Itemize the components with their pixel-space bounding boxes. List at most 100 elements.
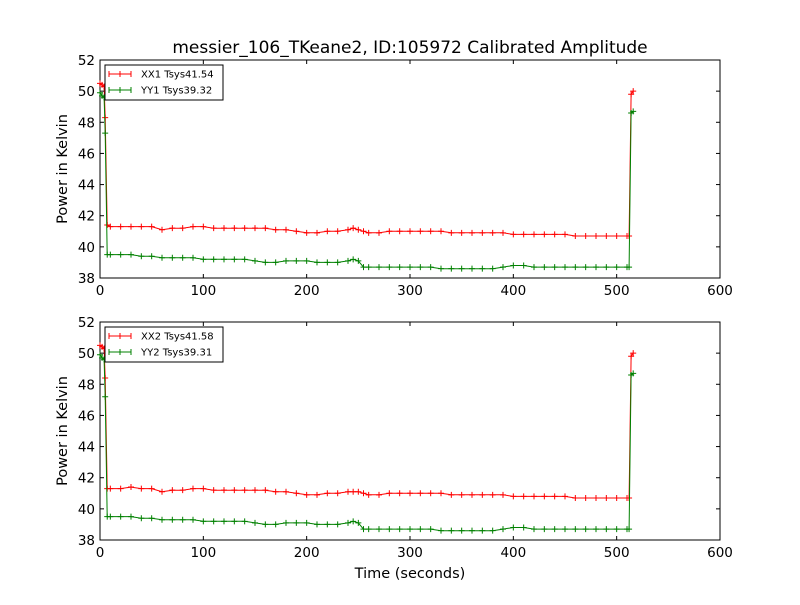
top-plot-series-2-point [520, 262, 527, 269]
top-plot-series-2-point [283, 257, 289, 264]
top-plot-series-1-point [448, 229, 455, 236]
top-plot-series-2-point [210, 256, 217, 263]
top-plot-series-2-point [396, 264, 403, 271]
bottom-plot-series-1-point [531, 493, 537, 500]
top-plot-series-1-point [190, 223, 196, 230]
top-plot-series-2-point [200, 256, 207, 263]
bottom-plot-legend-marker-1 [108, 333, 132, 339]
bottom-plot-series-2-point [350, 518, 357, 525]
top-plot-x-tick-label: 600 [707, 283, 733, 299]
bottom-plot-series-2-point [593, 526, 599, 533]
top-plot-series-2-point [365, 264, 372, 271]
top-plot-series-1-point [489, 229, 496, 236]
bottom-plot-series-1-point [479, 491, 486, 498]
top-plot-series-1-point [179, 225, 186, 232]
top-plot-series-2-point [128, 251, 134, 258]
top-plot-series-1-point [376, 229, 382, 236]
bottom-plot-series-2-point [572, 526, 579, 533]
bottom-plot-x-tick-label: 0 [96, 545, 105, 561]
top-plot-series-2-point [448, 265, 455, 272]
top-plot-series-2-point [334, 259, 341, 266]
bottom-plot-series-1-point [386, 490, 393, 497]
bottom-plot-series-2-point [541, 526, 548, 533]
top-plot-series-1-point [407, 228, 413, 235]
bottom-plot-legend-marker-2 [108, 349, 132, 355]
top-plot-series-1-point [613, 232, 620, 239]
top-plot-series-2-point [179, 254, 186, 261]
bottom-plot-legend-label-1: XX2 Tsys41.58 [141, 332, 214, 343]
top-plot-series-2-point [593, 264, 599, 271]
bottom-plot-legend: XX2 Tsys41.58 YY2 Tsys39.31 [104, 326, 224, 363]
bottom-plot-series-2-point [386, 526, 393, 533]
top-plot-series-2-point [314, 259, 320, 266]
top-plot-series-1-point [500, 229, 506, 236]
bottom-plot-series-2-point [210, 518, 217, 525]
bottom-plot-y-tick-label: 50 [78, 346, 95, 362]
top-plot-series-2-point [551, 264, 558, 271]
bottom-plot-series-2-point [179, 516, 186, 523]
top-plot-series-2-point [148, 253, 155, 260]
bottom-plot-series-1-point [376, 491, 382, 498]
bottom-plot-series-1-point [334, 490, 341, 497]
top-plot-series-1-point [210, 225, 217, 232]
bottom-plot-series-1-point [241, 487, 248, 494]
bottom-plot-series-1-point [262, 487, 269, 494]
top-plot-series-1-point [562, 231, 568, 238]
top-plot-series-1-point [138, 223, 145, 230]
bottom-plot-series-1-point [593, 494, 599, 501]
top-plot-series-1-point [314, 229, 320, 236]
bottom-plot-series-2-point [365, 526, 372, 533]
bottom-plot-series-2-point [613, 526, 620, 533]
bottom-plot-y-tick-label: 38 [78, 533, 95, 549]
bottom-plot-series-1-point [169, 487, 176, 494]
bottom-plot-series-1-point [283, 488, 289, 495]
top-plot-x-tick-label: 100 [190, 283, 216, 299]
bottom-plot-series-2-point [231, 518, 238, 525]
top-plot-series-2-point [500, 264, 506, 271]
top-plot-series-1-point [603, 232, 610, 239]
top-plot-series-2-point [510, 262, 517, 269]
top-plot-series-1-point [231, 225, 238, 232]
bottom-plot-series-2-point [427, 526, 434, 533]
top-plot-series-1-point [221, 225, 227, 232]
bottom-plot-series-1-point [314, 491, 320, 498]
bottom-plot-series-2-point [262, 521, 269, 528]
top-plot-series-1-point [520, 231, 527, 238]
top-plot-series-1-point [469, 229, 475, 236]
top-plot-series [97, 80, 637, 272]
top-plot-series-1-point [117, 223, 124, 230]
top-plot-y-tick-label: 46 [78, 146, 95, 162]
top-plot-series-2-point [582, 264, 589, 271]
bottom-plot-series-1-point [210, 487, 217, 494]
top-plot-series-2-point [262, 259, 269, 266]
bottom-plot-series-2-point [469, 527, 475, 534]
bottom-plot-series-1-point [159, 488, 165, 495]
bottom-plot-series-2-point [102, 393, 109, 400]
top-plot-series-1-point [303, 229, 310, 236]
top-plot-y-tick-label: 52 [78, 53, 95, 69]
top-plot-x-tick-label: 500 [604, 283, 630, 299]
bottom-plot-x-tick-label: 500 [604, 545, 630, 561]
bottom-plot-series-2-point [582, 526, 589, 533]
top-plot-series-1-point [531, 231, 537, 238]
bottom-plot-series-2-point [396, 526, 403, 533]
top-plot-series-2-point [613, 264, 620, 271]
top-plot-series-2-point [630, 108, 637, 115]
top-plot-series-1-point [427, 228, 434, 235]
bottom-plot-series-2-point [283, 519, 289, 526]
top-plot-series-1-point [272, 226, 279, 233]
top-plot-x-tick-label: 200 [294, 283, 320, 299]
top-plot-legend-marker-1 [108, 71, 132, 77]
bottom-plot-panel: 0 100 200 300 400 500 600 38 40 42 44 46 48 50 52 Powe… [55, 315, 733, 582]
top-plot-series-1-point [169, 225, 176, 232]
top-plot-series-1-point [417, 228, 424, 235]
bottom-plot-series-2-point [531, 526, 537, 533]
top-plot-series-1-point [128, 223, 134, 230]
top-plot-legend-label-2: YY1 Tsys39.32 [140, 86, 212, 97]
bottom-plot-series-2-point [293, 519, 300, 526]
top-plot-series-1-point [355, 226, 362, 233]
bottom-plot-series-1-point [417, 490, 424, 497]
bottom-plot-series-2-point [252, 519, 258, 526]
bottom-plot-series-2-point [458, 527, 465, 534]
top-plot-series-2-point [479, 265, 486, 272]
